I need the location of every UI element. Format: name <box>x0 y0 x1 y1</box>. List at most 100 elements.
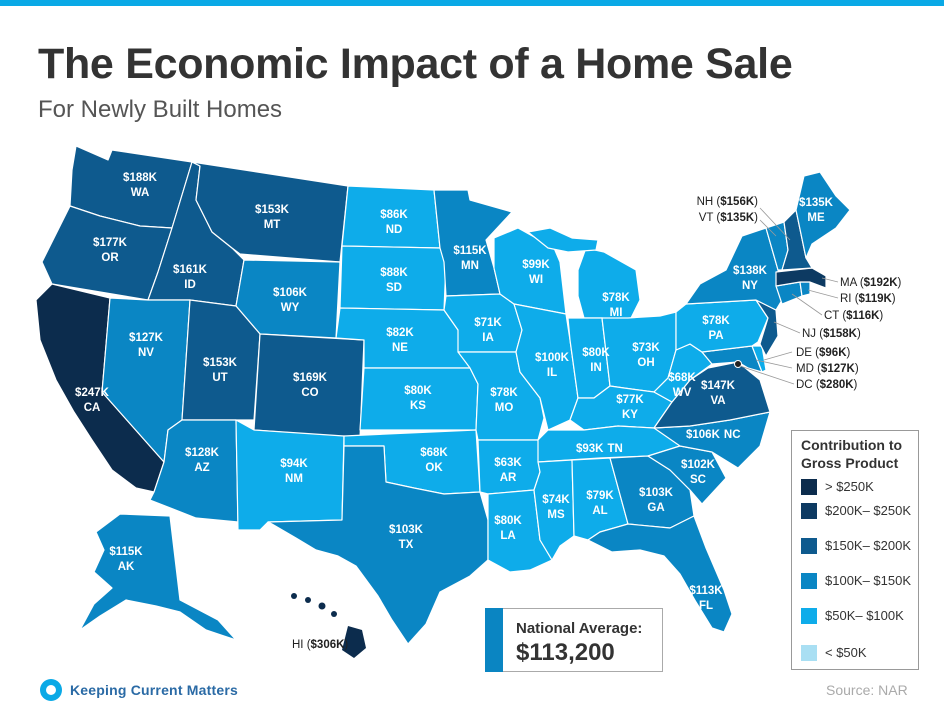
label-nv-abbr: NV <box>138 347 154 359</box>
label-sc-abbr: SC <box>690 474 706 486</box>
label-ak-abbr: AK <box>118 561 135 573</box>
label-me-abbr: ME <box>807 212 825 224</box>
state-hi <box>291 593 366 658</box>
label-pa-value: $78K <box>702 315 730 327</box>
callout-hi: HI ($306K) <box>292 639 348 651</box>
label-fl-abbr: FL <box>699 600 713 612</box>
legend-label: $200K– $250K <box>825 503 912 518</box>
callout-ct: CT ($116K) <box>824 310 883 322</box>
state-tx <box>267 445 489 645</box>
label-mo-abbr: MO <box>495 402 514 414</box>
legend-swatch <box>801 538 817 554</box>
top-accent-bar <box>0 0 944 6</box>
label-ar-abbr: AR <box>500 472 517 484</box>
label-ak-value: $115K <box>109 546 143 558</box>
state-ks <box>359 367 479 431</box>
label-wa-value: $188K <box>123 172 158 184</box>
label-id-abbr: ID <box>184 279 196 291</box>
label-co-abbr: CO <box>301 387 318 399</box>
label-nm-value: $94K <box>280 458 308 470</box>
label-ky-abbr: KY <box>622 409 638 421</box>
callout-md: MD ($127K) <box>796 363 859 375</box>
label-ny-value: $138K <box>733 265 768 277</box>
legend-item: $50K– $100K <box>801 608 915 624</box>
kcm-logo: Keeping Current Matters <box>40 679 238 701</box>
label-ks-value: $80K <box>404 385 432 397</box>
legend-label: < $50K <box>825 645 867 660</box>
label-la-value: $80K <box>494 515 522 527</box>
label-in-value: $80K <box>582 347 610 359</box>
national-average-value: $113,200 <box>516 639 615 666</box>
legend-label: $50K– $100K <box>825 608 904 623</box>
national-average-label: National Average: <box>516 620 643 637</box>
label-tn: $93K TN <box>576 443 623 455</box>
kcm-logo-text: Keeping Current Matters <box>70 682 238 698</box>
legend-item: $100K– $150K <box>801 573 915 589</box>
label-ca-abbr: CA <box>84 402 101 414</box>
label-id-value: $161K <box>173 264 208 276</box>
callout-de: DE ($96K) <box>796 347 851 359</box>
national-average-box: National Average: $113,200 <box>485 608 663 672</box>
label-mn-abbr: MN <box>461 260 479 272</box>
label-wv-abbr: WV <box>673 387 692 399</box>
callout-vt: VT ($135K) <box>699 212 758 224</box>
label-or-abbr: OR <box>101 252 119 264</box>
label-wa-abbr: WA <box>131 187 150 199</box>
label-ok-abbr: OK <box>425 462 443 474</box>
legend: Contribution to Gross Product > $250K $2… <box>791 430 919 670</box>
label-ms-abbr: MS <box>547 509 565 521</box>
label-il-value: $100K <box>535 352 570 364</box>
label-or-value: $177K <box>93 237 128 249</box>
callout-nj: NJ ($158K) <box>802 328 861 340</box>
dc-marker <box>734 360 742 368</box>
label-la-abbr: LA <box>500 530 515 542</box>
label-wv-value: $68K <box>668 372 696 384</box>
label-nc: $106K NC <box>686 429 741 441</box>
label-ks-abbr: KS <box>410 400 426 412</box>
label-me-value: $135K <box>799 197 834 209</box>
label-ga-abbr: GA <box>647 502 664 514</box>
label-co-value: $169K <box>293 372 328 384</box>
state-de <box>751 345 767 373</box>
label-pa-abbr: PA <box>708 330 723 342</box>
label-wi-abbr: WI <box>529 274 543 286</box>
label-az-value: $128K <box>185 447 220 459</box>
legend-label: $150K– $200K <box>825 538 912 553</box>
legend-label: $100K– $150K <box>825 573 912 588</box>
label-mi-abbr: MI <box>610 307 623 319</box>
label-wy-value: $106K <box>273 287 308 299</box>
national-average-accent <box>485 608 503 672</box>
label-mt-value: $153K <box>255 204 290 216</box>
label-ar-value: $63K <box>494 457 522 469</box>
legend-swatch <box>801 503 817 519</box>
label-mn-value: $115K <box>453 245 487 257</box>
legend-label: > $250K <box>825 479 874 494</box>
callout-ri: RI ($119K) <box>840 293 896 305</box>
legend-item: > $250K <box>801 479 915 495</box>
callout-nh: NH ($156K) <box>697 196 759 208</box>
label-va-value: $147K <box>701 380 736 392</box>
label-sd-abbr: SD <box>386 282 402 294</box>
label-in-abbr: IN <box>590 362 602 374</box>
label-tx-value: $103K <box>389 524 424 536</box>
label-ne-abbr: NE <box>392 342 408 354</box>
state-co <box>253 333 365 439</box>
label-sc-value: $102K <box>681 459 716 471</box>
label-nm-abbr: NM <box>285 473 303 485</box>
label-nv-value: $127K <box>129 332 164 344</box>
legend-swatch <box>801 573 817 589</box>
label-ca-value: $247K <box>75 387 110 399</box>
legend-swatch <box>801 479 817 495</box>
state-ma <box>775 267 827 289</box>
label-ms-value: $74K <box>542 494 570 506</box>
label-az-abbr: AZ <box>194 462 209 474</box>
page-subtitle: For Newly Built Homes <box>38 96 283 123</box>
label-ut-abbr: UT <box>212 372 227 384</box>
state-mi-up <box>527 227 599 253</box>
legend-item: $150K– $200K <box>801 538 915 554</box>
label-oh-abbr: OH <box>637 357 654 369</box>
label-tx-abbr: TX <box>399 539 414 551</box>
label-al-value: $79K <box>586 490 614 502</box>
label-sd-value: $88K <box>380 267 408 279</box>
